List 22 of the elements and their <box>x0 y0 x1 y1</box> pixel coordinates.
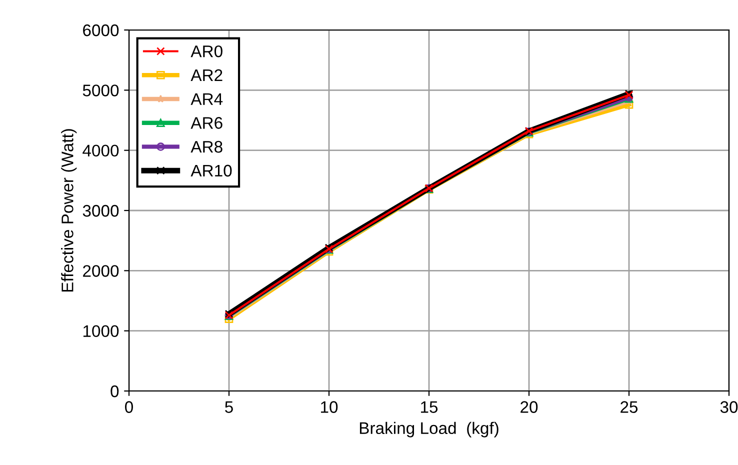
x-tick-label: 5 <box>225 401 233 413</box>
y-tick-label: 6000 <box>83 24 119 36</box>
legend-label: AR8 <box>190 140 222 153</box>
y-tick-label: 4000 <box>82 144 119 157</box>
legend-label: AR4 <box>190 93 223 105</box>
y-tick-label: 1000 <box>83 325 119 338</box>
x-tick-label: 20 <box>520 401 538 413</box>
legend-label: AR6 <box>190 117 222 129</box>
legend-label: AR0 <box>190 45 222 58</box>
y-axis-title: Effective Power (Watt) <box>61 129 77 292</box>
x-axis-title: Braking Load (kgf) <box>360 422 498 438</box>
y-tick-label: 2000 <box>83 265 119 277</box>
x-tick-label: 30 <box>720 401 738 413</box>
x-tick-label: 10 <box>321 401 338 413</box>
y-tick-label: 0 <box>110 385 119 398</box>
y-tick-label: 3000 <box>82 204 119 217</box>
legend-label: AR2 <box>190 69 222 81</box>
x-tick-label: 0 <box>125 401 133 413</box>
x-tick-label: 25 <box>620 401 638 413</box>
x-tick-label: 15 <box>421 401 438 413</box>
y-tick-label: 5000 <box>82 84 119 96</box>
legend-label: AR10 <box>190 164 232 177</box>
